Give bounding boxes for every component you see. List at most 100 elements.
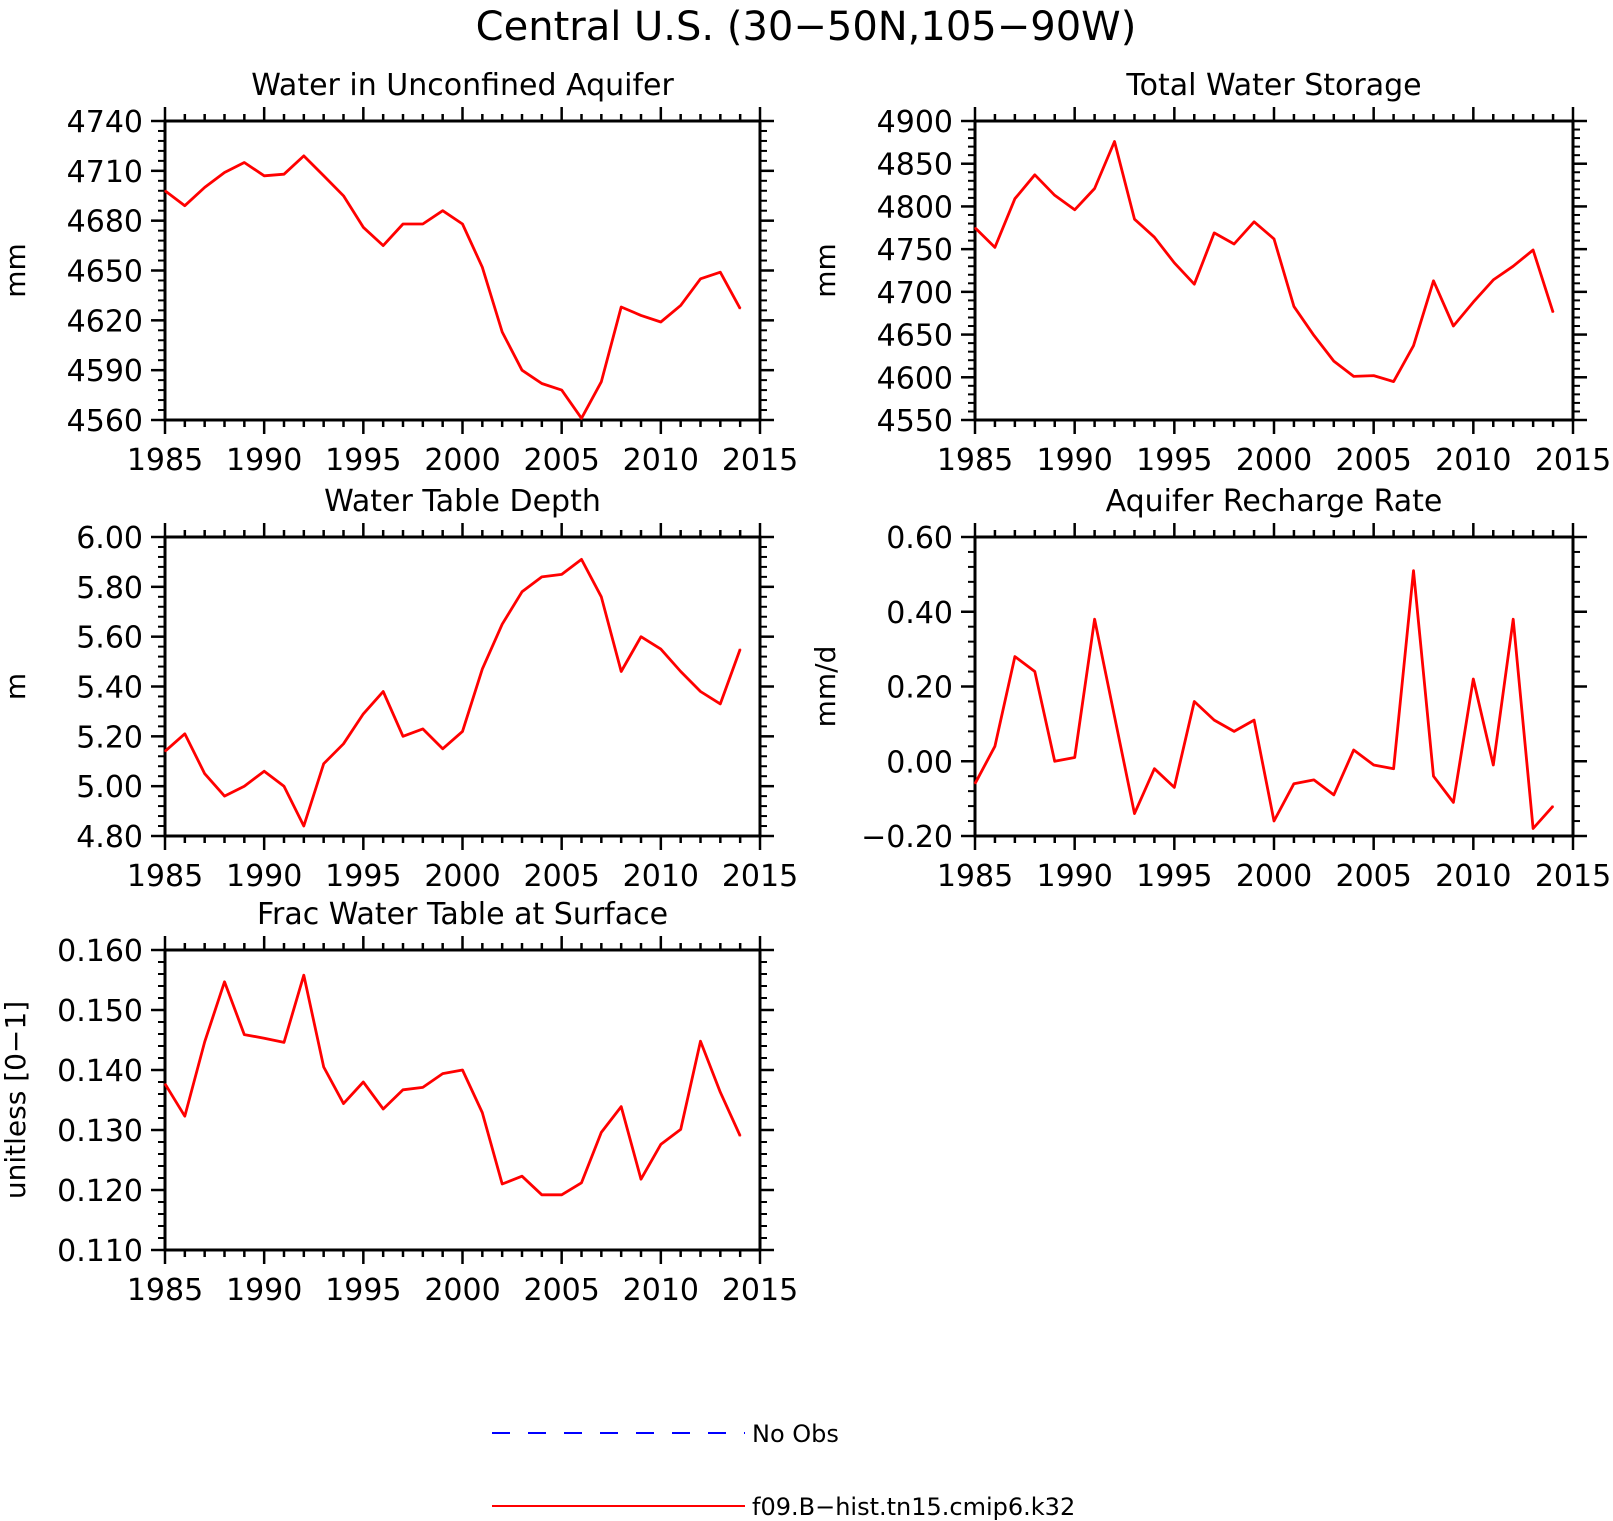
x-tick-label: 1990 xyxy=(1036,859,1112,894)
data-point xyxy=(1233,730,1235,733)
data-point xyxy=(1153,236,1155,238)
data-point xyxy=(1113,140,1116,143)
x-tick-label: 1985 xyxy=(127,1273,203,1308)
y-tick-label: 4750 xyxy=(877,233,953,268)
y-tick-label: −0.20 xyxy=(861,820,953,855)
y-tick-label: 4680 xyxy=(67,205,143,240)
data-point xyxy=(1074,756,1076,759)
y-tick-label: 5.00 xyxy=(76,770,143,805)
x-tick-label: 1990 xyxy=(226,443,302,478)
data-point xyxy=(541,1194,543,1196)
y-tick-label: 4600 xyxy=(877,361,953,396)
chart-panel-2: Total Water Storage mm 1985 1990 1995 2000 200… xyxy=(809,68,1611,478)
data-point xyxy=(1353,375,1355,377)
data-point xyxy=(204,1041,206,1043)
data-point xyxy=(1492,764,1494,766)
data-point xyxy=(1173,262,1175,264)
data-point xyxy=(1432,775,1435,777)
y-tick-label: 4650 xyxy=(877,319,953,354)
y-axis-label: unitless [0−1] xyxy=(0,1001,32,1199)
data-point xyxy=(1373,764,1375,766)
data-point xyxy=(1233,243,1235,245)
data-point xyxy=(243,1034,245,1036)
data-point xyxy=(442,1073,444,1075)
plot-frame xyxy=(163,119,762,422)
data-point xyxy=(442,210,444,212)
data-point xyxy=(164,190,166,192)
data-point xyxy=(184,733,186,735)
data-point xyxy=(974,227,976,229)
y-axis-label: mm xyxy=(809,243,842,298)
x-tick-label: 2015 xyxy=(722,1273,798,1308)
x-tick-label: 1985 xyxy=(127,443,203,478)
chart-panel-5: Frac Water Table at Surface unitless [0−1… xyxy=(0,897,798,1308)
data-point xyxy=(283,1041,285,1043)
data-point xyxy=(1452,801,1454,804)
data-point xyxy=(223,795,226,797)
x-tick-label: 1995 xyxy=(325,443,401,478)
legend: No Obs f09.B−hist.tn15.cmip6.k32 xyxy=(492,1420,1075,1521)
x-tick-label: 2005 xyxy=(1335,443,1411,478)
y-tick-label: 4650 xyxy=(67,255,143,290)
data-point xyxy=(461,730,464,733)
data-point xyxy=(1512,618,1514,620)
x-tick-label: 1995 xyxy=(1136,443,1212,478)
y-tick-label: 0.60 xyxy=(886,521,953,556)
data-point xyxy=(1054,194,1056,196)
panel-title: Water in Unconfined Aquifer xyxy=(251,68,674,103)
data-point xyxy=(164,1083,166,1085)
data-point xyxy=(263,770,265,772)
data-point xyxy=(422,1086,424,1088)
data-point xyxy=(739,648,741,650)
y-tick-label: 5.80 xyxy=(76,571,143,606)
data-point xyxy=(303,155,305,157)
data-point xyxy=(1253,719,1255,721)
series-line xyxy=(973,569,1555,830)
x-tick-label: 2010 xyxy=(623,859,699,894)
data-point xyxy=(699,1040,702,1042)
data-point xyxy=(402,735,404,737)
data-point xyxy=(204,186,206,188)
plot-frame xyxy=(163,535,762,838)
data-point xyxy=(600,596,602,598)
series-line xyxy=(164,558,742,828)
data-point xyxy=(342,195,345,197)
data-point xyxy=(974,783,976,785)
x-tick-label: 2000 xyxy=(1236,859,1312,894)
x-tick-label: 1985 xyxy=(127,859,203,894)
data-point xyxy=(660,321,662,323)
data-point xyxy=(1432,280,1435,282)
data-point xyxy=(521,369,523,371)
x-tick-label: 1990 xyxy=(1036,443,1112,478)
chart-panel-4: Aquifer Recharge Rate mm/d 1985 1990 1995 200… xyxy=(809,484,1611,894)
y-tick-label: 4740 xyxy=(67,105,143,140)
plot-frame xyxy=(973,535,1575,838)
data-point xyxy=(1273,238,1275,240)
y-tick-label: 4590 xyxy=(67,354,143,389)
data-point xyxy=(1412,570,1415,572)
data-point xyxy=(1333,360,1335,362)
y-tick-label: 0.40 xyxy=(886,596,953,631)
series-line xyxy=(163,973,742,1197)
data-point xyxy=(620,670,622,673)
x-tick-label: 1995 xyxy=(325,859,401,894)
data-point xyxy=(1273,820,1275,822)
data-point xyxy=(362,1081,364,1083)
y-tick-label: 4550 xyxy=(877,404,953,439)
data-point xyxy=(1472,301,1474,303)
data-point xyxy=(580,1182,583,1184)
y-tick-label: 4560 xyxy=(67,404,143,439)
data-point xyxy=(1193,283,1195,285)
data-point xyxy=(541,382,543,385)
data-point xyxy=(1373,375,1375,377)
data-point xyxy=(362,713,364,715)
data-point xyxy=(660,1143,662,1145)
data-point xyxy=(303,974,305,976)
y-tick-label: 0.140 xyxy=(57,1054,143,1089)
data-point xyxy=(580,417,583,419)
y-tick-label: 6.00 xyxy=(76,521,143,556)
chart-panels: Water in Unconfined Aquifer mm 1985 1990 199… xyxy=(0,68,1611,1308)
y-tick-label: 5.40 xyxy=(76,671,143,706)
data-point xyxy=(1054,760,1056,762)
